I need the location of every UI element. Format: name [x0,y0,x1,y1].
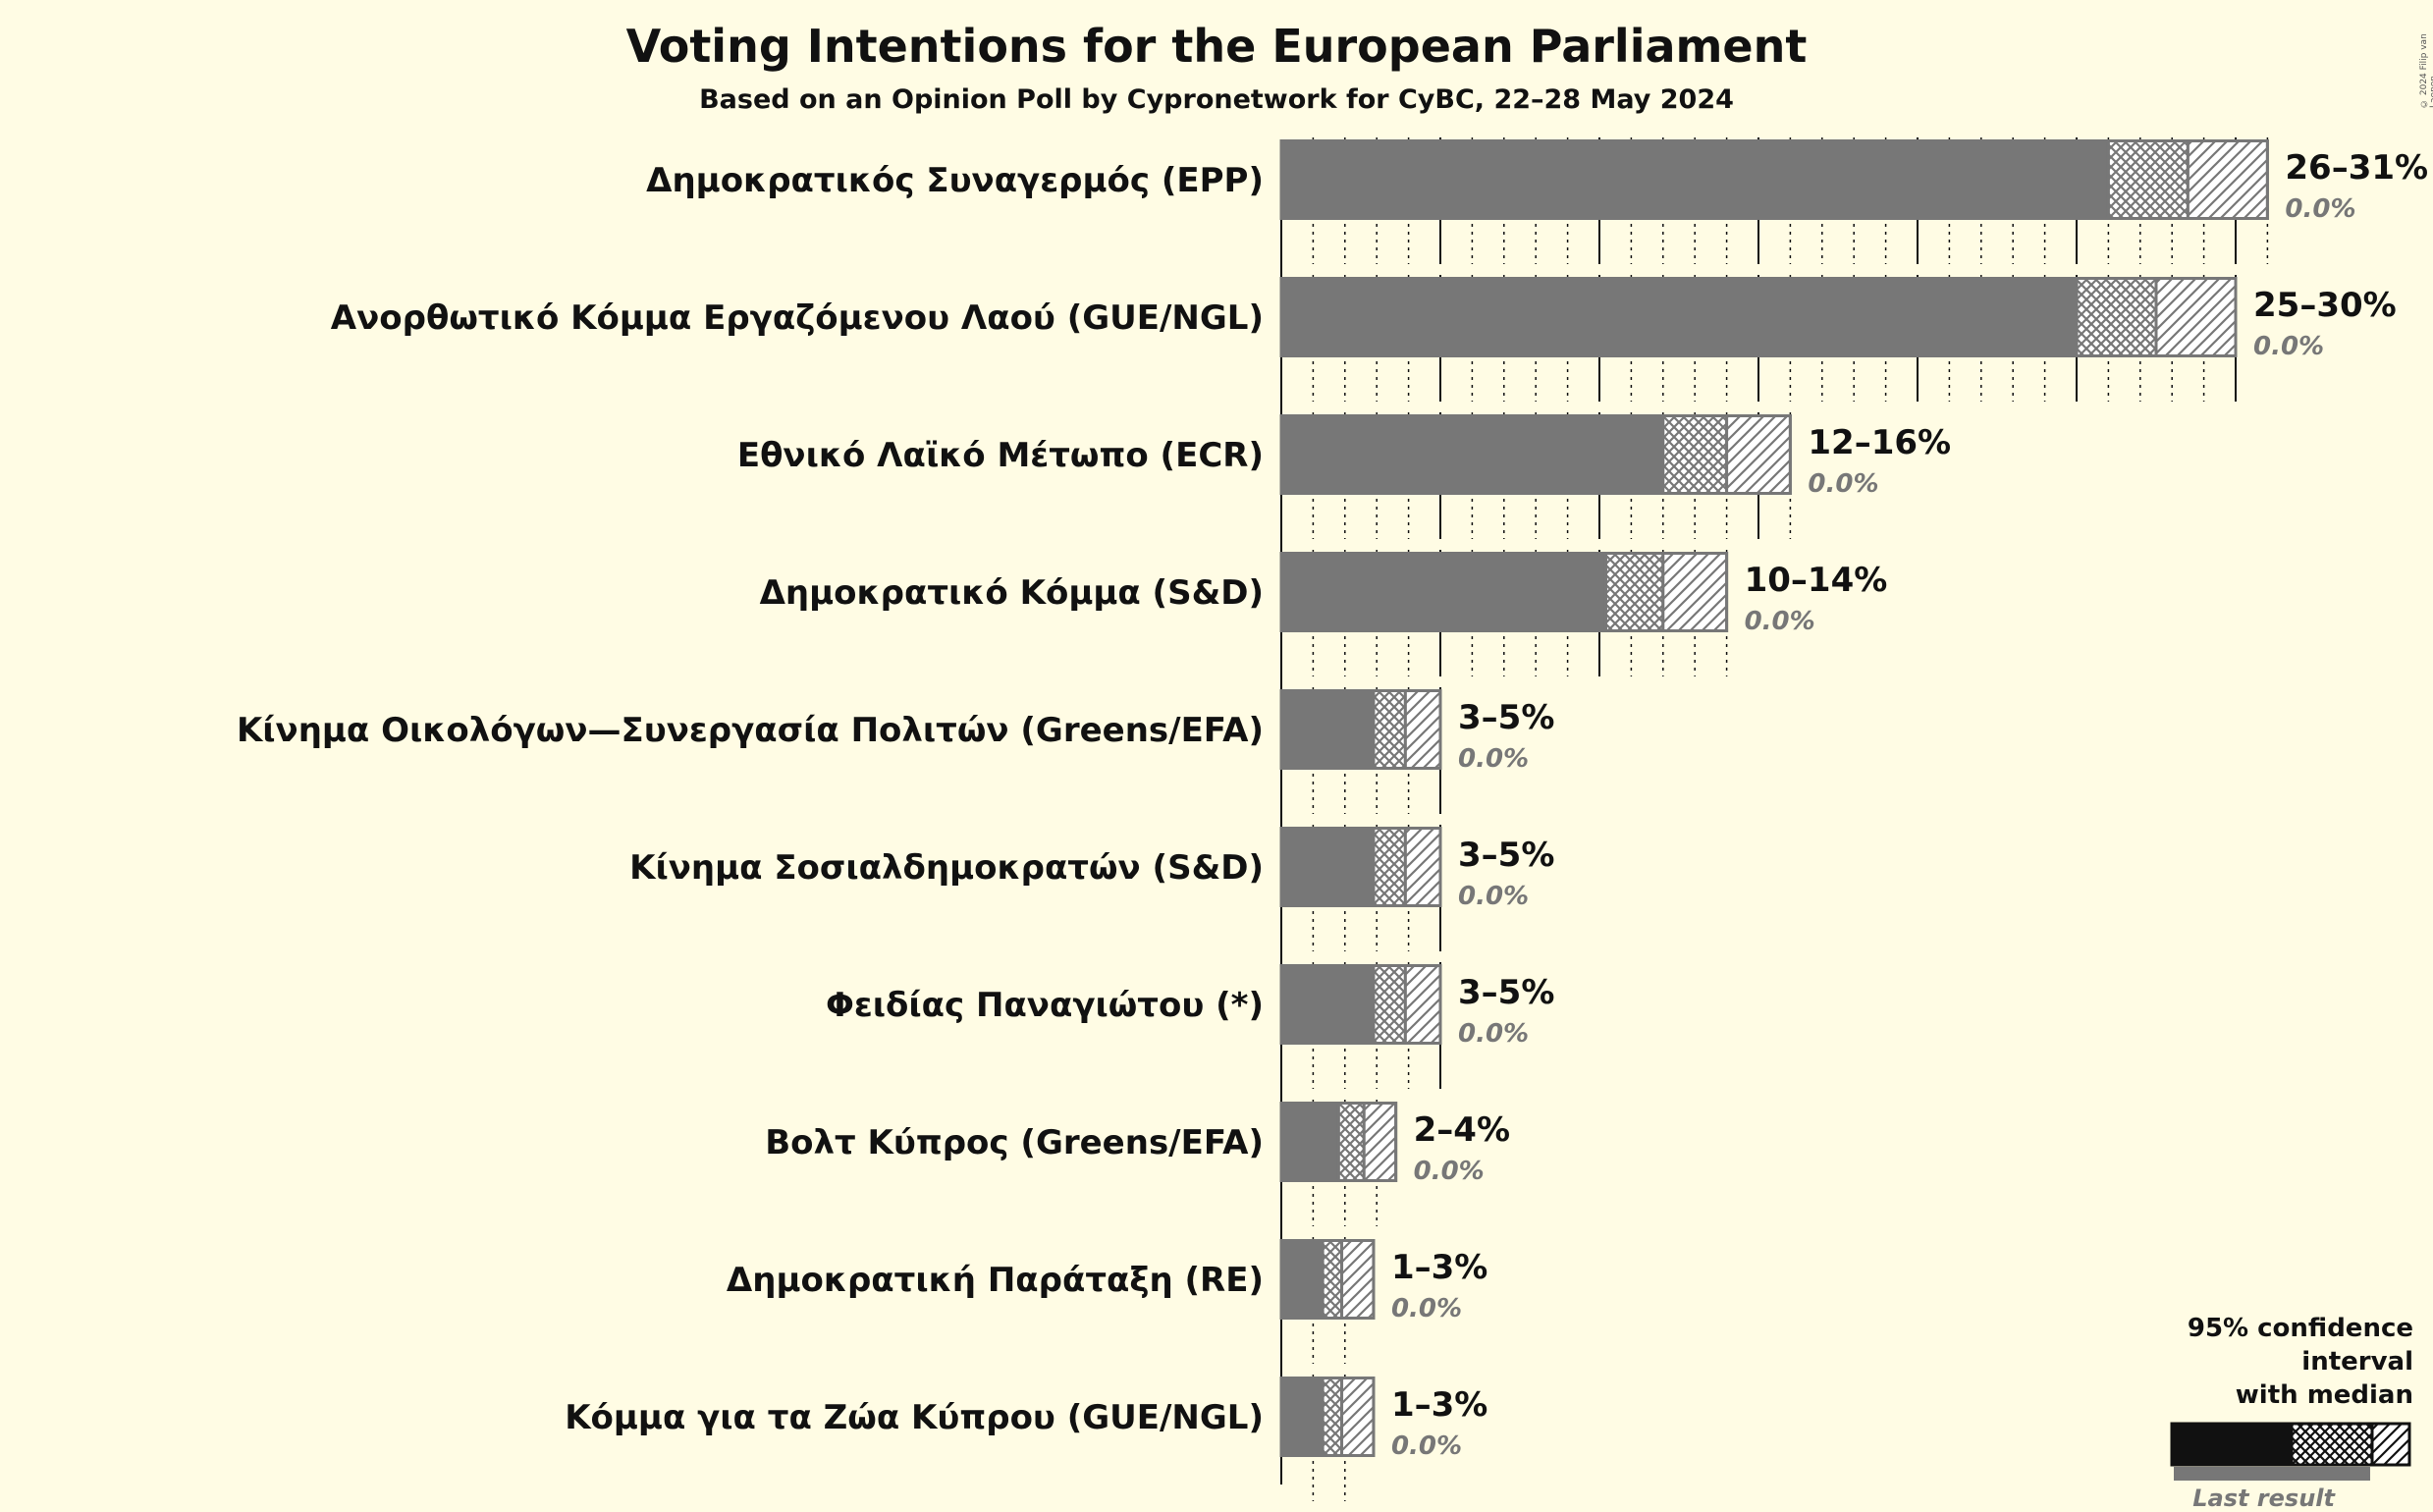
bar-outline [1279,277,2238,357]
last-result-label: 0.0% [2285,194,2355,224]
legend-swatch [2170,1422,2411,1481]
range-label: 2–4% [1414,1110,1510,1150]
bar-ci-lower [1372,689,1407,770]
bar-ci-upper [1340,1377,1376,1457]
legend-title-line2: with median [2235,1380,2413,1410]
bar-solid [1281,1102,1339,1182]
last-result-label: 0.0% [1458,744,1529,774]
last-result-label: 0.0% [1458,1019,1529,1049]
bar-solid [1281,1239,1324,1320]
party-label: Δημοκρατικό Κόμμα (S&D) [760,573,1264,613]
last-result-label: 0.0% [1391,1294,1462,1323]
party-label: Ανορθωτικό Κόμμα Εργαζόμενου Λαού (GUE/N… [331,298,1264,338]
chart-subtitle: Based on an Opinion Poll by Cypronetwork… [699,84,1734,115]
last-result-label: 0.0% [1808,469,1878,499]
bar-ci-lower [1321,1377,1344,1457]
bar-outline [1279,552,1729,632]
range-label: 1–3% [1391,1385,1487,1425]
last-result-label: 0.0% [1745,607,1815,636]
bar-ci-upper [1403,964,1442,1045]
bar-ci-lower [1372,964,1407,1045]
bar-outline [1279,964,1442,1045]
range-label: 3–5% [1458,698,1554,737]
bar-ci-upper [2154,277,2238,357]
bar-solid [1281,1377,1324,1457]
bar-outline [1279,1239,1376,1320]
bar-ci-upper [1340,1239,1376,1320]
range-label: 26–31% [2285,148,2428,188]
bar-outline [1279,689,1442,770]
range-label: 1–3% [1391,1248,1487,1287]
bar-ci-lower [1661,414,1729,495]
bar-solid [1281,139,2109,220]
bar-ci-lower [1603,552,1665,632]
bar-ci-lower [1372,827,1407,907]
party-label: Δημοκρατικός Συναγερμός (EPP) [646,161,1264,200]
party-label: Κίνημα Οικολόγων—Συνεργασία Πολιτών (Gre… [237,711,1264,750]
party-label: Κόμμα για τα Ζώα Κύπρου (GUE/NGL) [565,1398,1264,1437]
bar-ci-upper [1403,689,1442,770]
bar-solid [1281,689,1374,770]
party-label: Δημοκρατική Παράταξη (RE) [727,1261,1264,1300]
bar-outline [1279,1377,1376,1457]
bar-ci-upper [1403,827,1442,907]
legend: 95% confidence interval with median Last… [2119,1312,2413,1512]
bar-ci-lower [1321,1239,1344,1320]
legend-title-line1: 95% confidence interval [2187,1314,2413,1377]
range-label: 12–16% [1808,423,1951,462]
bar-ci-upper [2186,139,2269,220]
bar-ci-upper [1362,1102,1398,1182]
bar-ci-upper [1725,414,1792,495]
bar-ci-lower [2106,139,2190,220]
party-label: Βολτ Κύπρος (Greens/EFA) [765,1123,1264,1162]
bar-ci-upper [1661,552,1729,632]
bar-solid [1281,964,1374,1045]
last-result-label: 0.0% [1391,1431,1462,1461]
bar-outline [1279,139,2269,220]
chart-title: Voting Intentions for the European Parli… [625,20,1808,73]
bar-ci-lower [1336,1102,1366,1182]
party-label: Κίνημα Σοσιαλδημοκρατών (S&D) [629,848,1264,888]
bar-solid [1281,414,1663,495]
bar-outline [1279,1102,1398,1182]
bar-solid [1281,827,1374,907]
party-label: Εθνικό Λαϊκό Μέτωπο (ECR) [737,436,1264,475]
party-label: Φειδίας Παναγιώτου (*) [826,986,1264,1025]
bar-outline [1279,414,1792,495]
range-label: 25–30% [2253,286,2397,325]
bar-solid [1281,277,2077,357]
last-result-label: 0.0% [1458,882,1529,911]
range-label: 3–5% [1458,973,1554,1012]
legend-last-result: Last result [2192,1485,2335,1512]
last-result-label: 0.0% [1414,1157,1485,1186]
bar-ci-lower [2075,277,2158,357]
range-label: 10–14% [1745,561,1888,600]
range-label: 3–5% [1458,836,1554,875]
bar-outline [1279,827,1442,907]
last-result-label: 0.0% [2253,332,2324,361]
bar-solid [1281,552,1606,632]
